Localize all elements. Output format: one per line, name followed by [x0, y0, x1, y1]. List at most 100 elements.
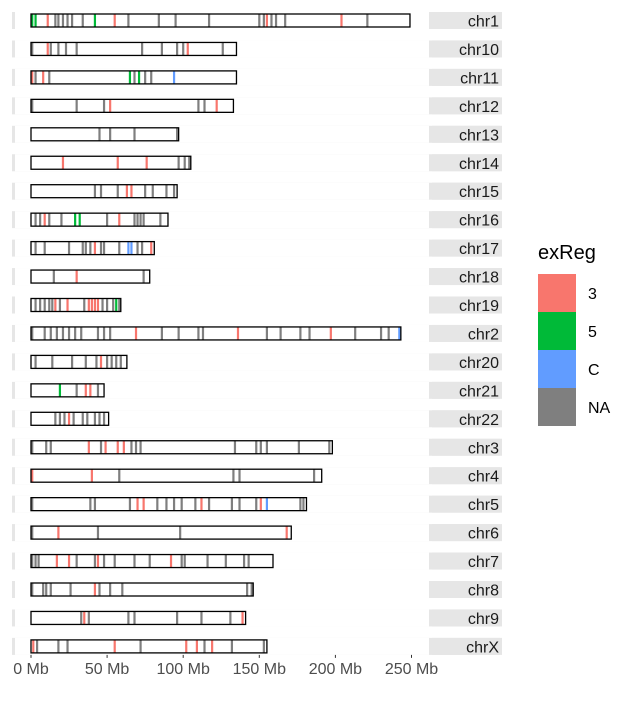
feature-mark: [299, 497, 302, 511]
chromosome-row-chr1: chr1: [12, 12, 502, 31]
feature-mark: [48, 70, 51, 84]
feature-mark: [172, 184, 176, 198]
feature-mark: [183, 156, 186, 170]
feature-mark: [194, 497, 197, 511]
feature-mark: [172, 70, 176, 84]
feature-mark: [127, 14, 130, 27]
chromosome-label: chr22: [459, 412, 499, 429]
feature-mark: [109, 99, 112, 113]
feature-mark: [113, 639, 116, 653]
feature-mark: [118, 469, 121, 483]
feature-mark: [139, 440, 142, 454]
feature-mark: [180, 554, 183, 568]
chromosome-outline: [30, 411, 110, 426]
feature-mark: [49, 42, 52, 56]
feature-mark: [98, 127, 101, 141]
feature-mark: [37, 554, 40, 568]
feature-mark: [285, 526, 288, 540]
feature-mark: [144, 70, 147, 84]
feature-mark: [34, 70, 37, 84]
feature-mark: [203, 99, 206, 113]
feature-mark: [118, 213, 121, 227]
feature-mark: [148, 554, 151, 568]
strip-background: [432, 268, 502, 286]
x-tick-label: 0 Mb: [13, 661, 49, 678]
feature-mark: [182, 42, 185, 56]
chromosome-outline: [30, 127, 180, 142]
feature-mark: [102, 326, 106, 340]
feature-mark: [169, 554, 173, 568]
chromosome-row-chr15: chr15: [12, 182, 502, 201]
feature-mark: [150, 241, 153, 255]
feature-mark: [93, 412, 97, 426]
feature-mark: [52, 270, 55, 284]
feature-mark: [274, 14, 278, 27]
chromosome-label: chr18: [459, 270, 499, 287]
chromosome-outline: [30, 525, 292, 540]
legend-key-C: [538, 350, 576, 388]
feature-mark: [34, 213, 37, 227]
feature-mark: [31, 583, 34, 596]
feature-mark: [43, 298, 46, 312]
legend-key-5: [538, 312, 576, 350]
feature-mark: [116, 184, 119, 198]
feature-mark: [232, 469, 235, 483]
feature-mark: [121, 583, 124, 596]
panel-background: [15, 324, 429, 342]
feature-mark: [93, 298, 97, 312]
feature-mark: [106, 298, 109, 312]
feature-mark: [84, 383, 87, 397]
x-tick-label: 50 Mb: [85, 661, 130, 678]
panel-background: [15, 609, 429, 627]
feature-mark: [230, 497, 234, 511]
feature-mark: [67, 554, 71, 568]
feature-mark: [55, 326, 58, 340]
feature-mark: [128, 497, 132, 511]
feature-mark: [67, 326, 71, 340]
legend-key-3: [538, 274, 576, 312]
feature-mark: [31, 42, 34, 56]
feature-mark: [104, 440, 107, 454]
x-tick-label: 250 Mb: [385, 661, 438, 678]
feature-mark: [176, 127, 179, 141]
chromosome-outline: [30, 240, 155, 256]
feature-mark: [45, 583, 48, 596]
feature-mark: [136, 241, 139, 255]
feature-mark: [206, 554, 209, 568]
feature-mark: [207, 14, 211, 27]
feature-mark: [197, 99, 200, 113]
feature-mark: [57, 526, 60, 540]
feature-mark: [133, 611, 136, 625]
panel-background: [15, 410, 429, 428]
feature-mark: [75, 42, 78, 56]
feature-mark: [54, 14, 57, 27]
chromosome-label: chr7: [468, 554, 499, 571]
strip-background: [432, 12, 502, 29]
feature-mark: [150, 70, 153, 84]
panel-background: [15, 581, 429, 598]
feature-mark: [54, 298, 57, 312]
feature-mark: [118, 241, 121, 255]
feature-mark: [66, 298, 69, 312]
feature-mark: [96, 383, 100, 397]
feature-mark: [55, 554, 58, 568]
chromosome-row-chr21: chr21: [12, 381, 502, 400]
chromosome-row-chr3: chr3: [12, 438, 502, 457]
feature-mark: [265, 497, 269, 511]
feature-mark: [49, 583, 52, 596]
chromosome-outline: [30, 354, 128, 370]
feature-mark: [176, 611, 179, 625]
feature-mark: [221, 42, 224, 56]
chromosome-row-chr14: chr14: [12, 154, 502, 173]
feature-mark: [99, 355, 103, 369]
feature-mark: [141, 241, 144, 255]
feature-mark: [83, 611, 86, 625]
feature-mark: [93, 184, 97, 198]
feature-mark: [31, 70, 34, 84]
feature-mark: [58, 383, 62, 397]
strip-background: [432, 381, 502, 399]
chromosome-label: chr16: [459, 213, 499, 230]
feature-mark: [115, 298, 118, 312]
feature-mark: [58, 298, 62, 312]
feature-mark: [90, 469, 93, 483]
